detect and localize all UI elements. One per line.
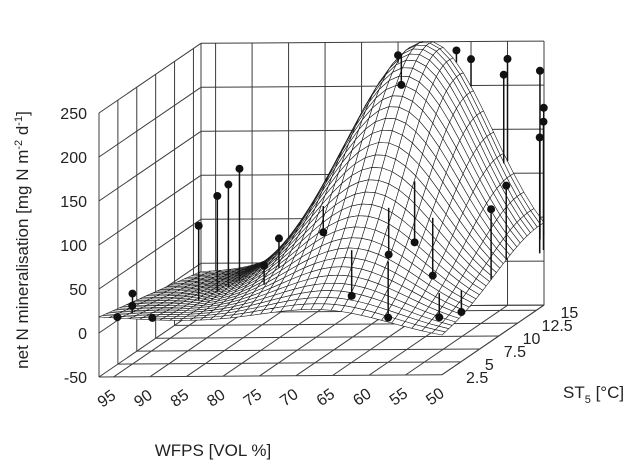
observation-point	[539, 103, 548, 112]
wall-grid-line	[98, 130, 202, 202]
surface-mesh-cell	[98, 315, 113, 318]
wall-grid-line	[98, 174, 202, 246]
observation-point	[535, 133, 544, 142]
floor-grid-line	[155, 335, 499, 339]
y-tick-label: 15	[560, 305, 578, 322]
observation-point	[224, 180, 233, 189]
axis-titles: net N mineralisation [mg N m-2 d-1] WFPS…	[13, 111, 624, 460]
observation-point	[487, 205, 496, 214]
observation-point	[397, 80, 406, 89]
x-tick-label: 75	[241, 386, 265, 410]
observation-point	[347, 291, 356, 300]
x-tick-label: 55	[387, 385, 411, 409]
observation-point	[128, 289, 137, 298]
observation-point	[457, 308, 466, 317]
observation-point	[394, 51, 403, 60]
wall-grid-line	[98, 42, 202, 114]
y-tick-label: 2.5	[466, 370, 488, 387]
floor-grid-line	[441, 304, 545, 376]
observation-point	[467, 55, 476, 64]
y-axis-title: ST5 [°C]	[563, 383, 624, 406]
floor-grid-line	[117, 361, 461, 365]
x-tick-label: 80	[204, 386, 228, 410]
observation-point	[319, 228, 328, 237]
floor-grid-line	[186, 306, 289, 377]
x-tick-label: 50	[423, 385, 447, 409]
floor-grid-line	[174, 322, 518, 326]
observation-point	[428, 271, 437, 280]
observation-point	[535, 66, 544, 75]
observation-point	[502, 181, 511, 190]
x-axis-title: WFPS [VOL %]	[155, 441, 272, 460]
floor-grid-line	[222, 306, 326, 377]
observation-point	[194, 221, 203, 230]
observation-point	[435, 313, 444, 322]
z-tick-label: 150	[60, 194, 87, 211]
y-tick-label: 10	[523, 331, 541, 348]
floor-grid-line	[259, 305, 362, 377]
observation-point	[499, 70, 508, 79]
observation-point	[384, 313, 393, 322]
z-tick-label: 0	[78, 326, 87, 343]
wall-grid-line	[98, 86, 202, 158]
response-surface	[98, 41, 545, 336]
z-tick-label: 200	[60, 150, 87, 167]
observation-point	[113, 313, 122, 322]
observation-point	[148, 313, 157, 322]
y-tick-label: 12.5	[542, 318, 573, 335]
z-axis-title: net N mineralisation [mg N m-2 d-1]	[13, 111, 32, 369]
x-tick-label: 90	[131, 387, 155, 411]
z-tick-label: -50	[64, 370, 87, 387]
y-tick-label: 7.5	[504, 344, 526, 361]
observation-points	[113, 46, 548, 322]
x-tick-label: 95	[95, 387, 119, 411]
y-tick-label: 5	[485, 357, 494, 374]
wall-grid-line	[98, 218, 202, 290]
x-tick-label: 85	[168, 387, 192, 411]
observation-point	[452, 46, 461, 55]
floor-grid-line	[149, 306, 253, 378]
x-tick-label: 60	[350, 385, 374, 409]
z-tick-label: 50	[69, 282, 87, 299]
wall-grid-line	[200, 84, 545, 88]
observation-point	[260, 261, 269, 270]
observation-point	[384, 250, 393, 259]
observation-point	[213, 191, 222, 200]
observation-point	[410, 238, 419, 247]
z-tick-label: 100	[60, 238, 87, 255]
observation-point	[274, 234, 283, 243]
floor-grid-line	[98, 374, 443, 378]
observation-point	[503, 54, 512, 63]
wall-grid-line	[200, 40, 545, 44]
observation-point	[235, 164, 244, 173]
floor-grid-line	[405, 304, 508, 376]
x-tick-label: 70	[277, 386, 301, 410]
x-tick-label: 65	[314, 386, 338, 410]
z-tick-label: 250	[60, 106, 87, 123]
floor-grid-line	[136, 348, 480, 352]
